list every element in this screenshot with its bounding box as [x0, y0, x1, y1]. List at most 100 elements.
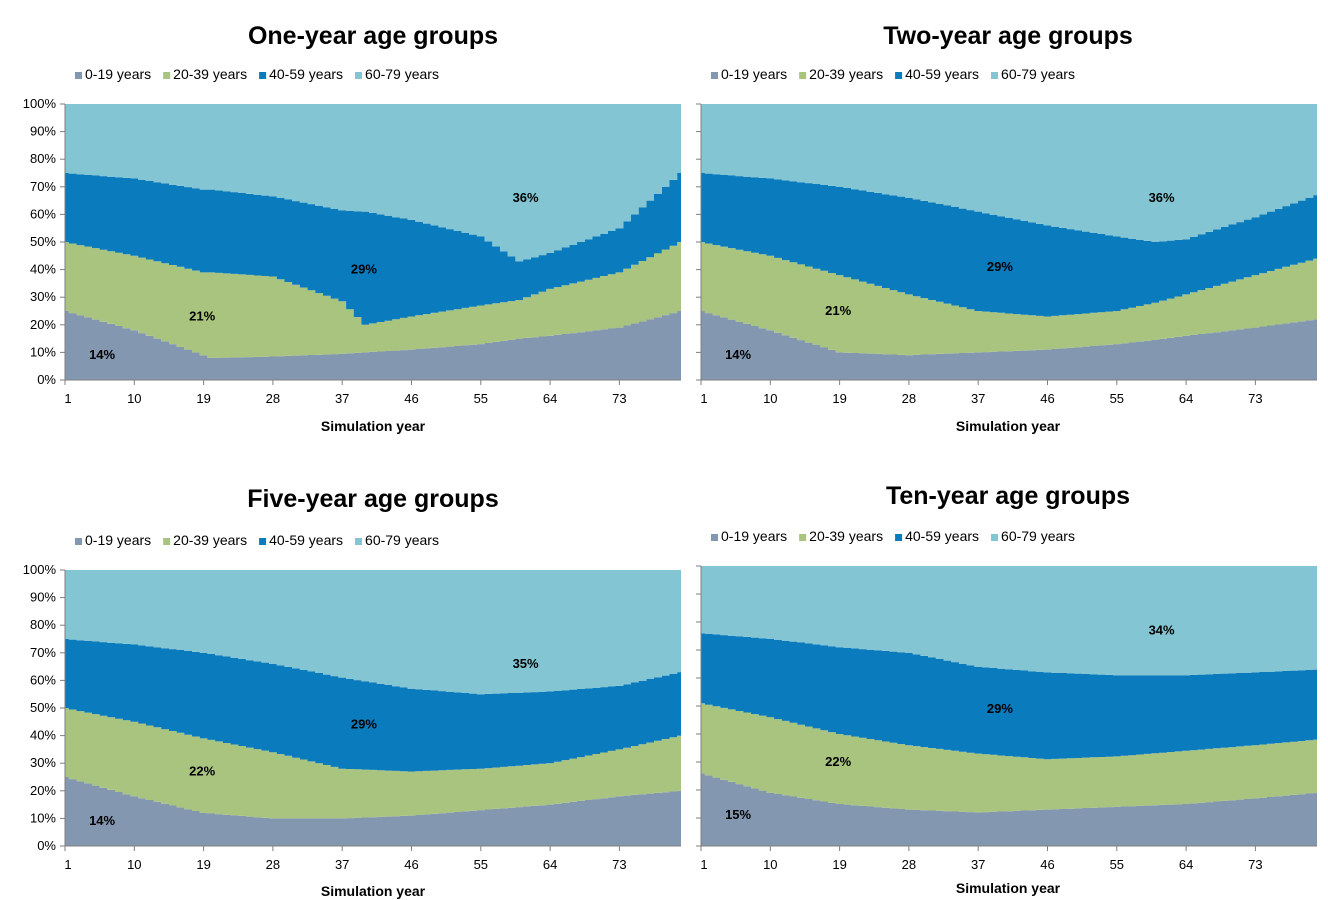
legend-swatch-2: [799, 72, 806, 79]
legend-swatch-4: [991, 534, 998, 541]
x-tick-label: 1: [700, 391, 707, 406]
legend-swatch-1: [711, 72, 718, 79]
percentage-annotation: 35%: [513, 656, 539, 671]
x-axis-label: Simulation year: [321, 418, 426, 434]
legend-label-2: 20-39 years: [173, 66, 247, 82]
x-tick-label: 28: [902, 391, 916, 406]
percentage-annotation: 22%: [189, 763, 215, 778]
y-tick-label: 50%: [30, 234, 56, 249]
y-tick-label: 20%: [30, 783, 56, 798]
percentage-annotation: 29%: [351, 262, 377, 277]
x-tick-label: 55: [474, 857, 488, 872]
legend-label-1: 0-19 years: [85, 66, 151, 82]
x-tick-label: 28: [902, 857, 916, 872]
percentage-annotation: 14%: [89, 347, 115, 362]
y-tick-label: 70%: [30, 179, 56, 194]
legend-swatch-2: [163, 72, 170, 79]
chart-title: Two-year age groups: [883, 22, 1133, 50]
x-tick-label: 37: [971, 857, 985, 872]
legend-label-4: 60-79 years: [365, 66, 439, 82]
y-tick-label: 30%: [30, 755, 56, 770]
legend-swatch-1: [711, 534, 718, 541]
x-axis-label: Simulation year: [321, 883, 426, 899]
y-tick-label: 40%: [30, 728, 56, 743]
percentage-annotation: 29%: [987, 259, 1013, 274]
chart-title: Ten-year age groups: [886, 482, 1130, 510]
y-tick-label: 80%: [30, 617, 56, 632]
x-axis-label: Simulation year: [956, 880, 1061, 896]
x-tick-label: 1: [64, 857, 71, 872]
legend-label-4: 60-79 years: [365, 532, 439, 548]
y-tick-label: 40%: [30, 262, 56, 277]
percentage-annotation: 22%: [825, 754, 851, 769]
y-tick-label: 0%: [37, 372, 56, 387]
x-tick-label: 64: [1179, 857, 1193, 872]
x-tick-label: 73: [612, 391, 626, 406]
legend-label-4: 60-79 years: [1001, 528, 1075, 544]
legend-label-3: 40-59 years: [905, 528, 979, 544]
chart-panel-2: Two-year age groups 0-19 years 20-39 years…: [696, 22, 1317, 434]
percentage-annotation: 36%: [513, 190, 539, 205]
legend-swatch-1: [75, 72, 82, 79]
x-tick-label: 28: [266, 391, 280, 406]
y-tick-label: 100%: [23, 96, 57, 111]
chart-panel-3: Five-year age groups 0-19 years 20-39 year…: [23, 485, 681, 899]
y-tick-label: 100%: [23, 562, 57, 577]
x-tick-label: 19: [832, 391, 846, 406]
x-tick-label: 19: [832, 857, 846, 872]
legend-swatch-2: [163, 538, 170, 545]
legend-swatch-3: [259, 538, 266, 545]
y-tick-label: 90%: [30, 590, 56, 605]
legend-swatch-3: [895, 72, 902, 79]
x-tick-label: 19: [196, 391, 210, 406]
x-tick-label: 37: [335, 391, 349, 406]
percentage-annotation: 34%: [1149, 622, 1175, 637]
legend-label-3: 40-59 years: [905, 66, 979, 82]
x-tick-label: 46: [1040, 391, 1054, 406]
chart-panel-1: One-year age groups 0-19 years 20-39 years…: [23, 22, 681, 434]
percentage-annotation: 15%: [725, 807, 751, 822]
percentage-annotation: 36%: [1149, 190, 1175, 205]
percentage-annotation: 21%: [825, 303, 851, 318]
y-tick-label: 20%: [30, 317, 56, 332]
x-tick-label: 10: [763, 857, 777, 872]
y-tick-label: 70%: [30, 645, 56, 660]
percentage-annotation: 14%: [725, 347, 751, 362]
legend-label-3: 40-59 years: [269, 66, 343, 82]
y-tick-label: 30%: [30, 289, 56, 304]
legend-label-1: 0-19 years: [85, 532, 151, 548]
y-tick-label: 80%: [30, 151, 56, 166]
y-tick-label: 60%: [30, 672, 56, 687]
legend-swatch-3: [259, 72, 266, 79]
x-tick-label: 37: [971, 391, 985, 406]
legend-label-4: 60-79 years: [1001, 66, 1075, 82]
x-tick-label: 55: [474, 391, 488, 406]
x-tick-label: 73: [612, 857, 626, 872]
x-tick-label: 55: [1110, 857, 1124, 872]
legend-swatch-4: [355, 538, 362, 545]
x-axis-label: Simulation year: [956, 418, 1061, 434]
x-tick-label: 55: [1110, 391, 1124, 406]
x-tick-label: 10: [127, 391, 141, 406]
x-tick-label: 64: [543, 391, 557, 406]
legend-label-2: 20-39 years: [809, 528, 883, 544]
x-tick-label: 73: [1248, 391, 1262, 406]
percentage-annotation: 14%: [89, 813, 115, 828]
x-tick-label: 73: [1248, 857, 1262, 872]
legend-swatch-3: [895, 534, 902, 541]
legend-swatch-2: [799, 534, 806, 541]
percentage-annotation: 21%: [189, 309, 215, 324]
x-tick-label: 10: [127, 857, 141, 872]
legend-label-1: 0-19 years: [721, 528, 787, 544]
x-tick-label: 1: [64, 391, 71, 406]
x-tick-label: 64: [543, 857, 557, 872]
y-tick-label: 50%: [30, 700, 56, 715]
percentage-annotation: 29%: [351, 717, 377, 732]
legend-swatch-4: [355, 72, 362, 79]
x-tick-label: 28: [266, 857, 280, 872]
percentage-annotation: 29%: [987, 701, 1013, 716]
legend-label-3: 40-59 years: [269, 532, 343, 548]
x-tick-label: 46: [404, 857, 418, 872]
legend-label-1: 0-19 years: [721, 66, 787, 82]
